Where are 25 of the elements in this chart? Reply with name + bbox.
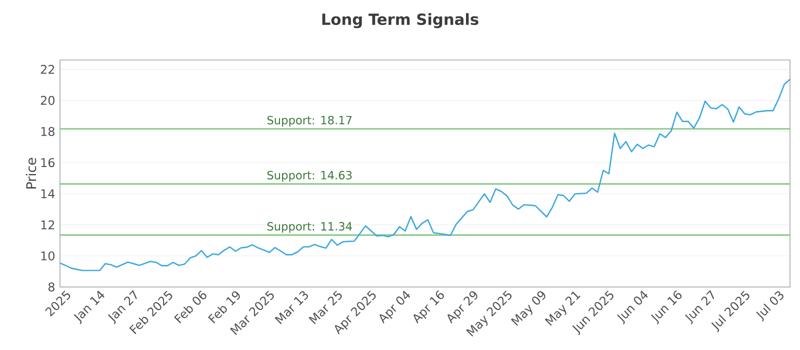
x-tick-label: Apr 29 [447,291,478,324]
ref-line-label: Support: 11.34 [267,222,352,233]
x-tick-label: Jan 14 [74,290,104,324]
ref-line-label: Support: 14.63 [267,170,352,182]
x-tick-label: Feb 06 [174,290,206,324]
x-tick-label: Jun 04 [617,290,648,324]
x-tick-label: Jun 16 [651,290,682,324]
x-tick-label: Jul 03 [756,291,784,322]
ref-line-label: Support: 18.17 [267,116,352,127]
y-tick-label: 10 [41,251,54,260]
y-tick-label: 8 [48,282,54,292]
chart-title: Long Term Signals [322,13,478,28]
y-axis-title: Price [26,158,36,188]
x-tick-label: Apr 04 [380,290,410,324]
x-tick-label: Mar 13 [274,291,308,324]
x-tick-label: Feb 19 [208,291,240,324]
y-tick-label: 12 [41,220,54,230]
x-tick-label: Apr 16 [414,290,444,324]
y-tick-label: 16 [41,158,55,168]
x-tick-label: Jan 27 [108,290,137,324]
y-tick-label: 20 [40,96,54,105]
y-tick-label: 22 [40,64,54,74]
y-tick-label: 14 [41,189,55,198]
x-tick-label: Mar 25 [308,290,342,324]
y-tick-label: 18 [41,126,54,136]
